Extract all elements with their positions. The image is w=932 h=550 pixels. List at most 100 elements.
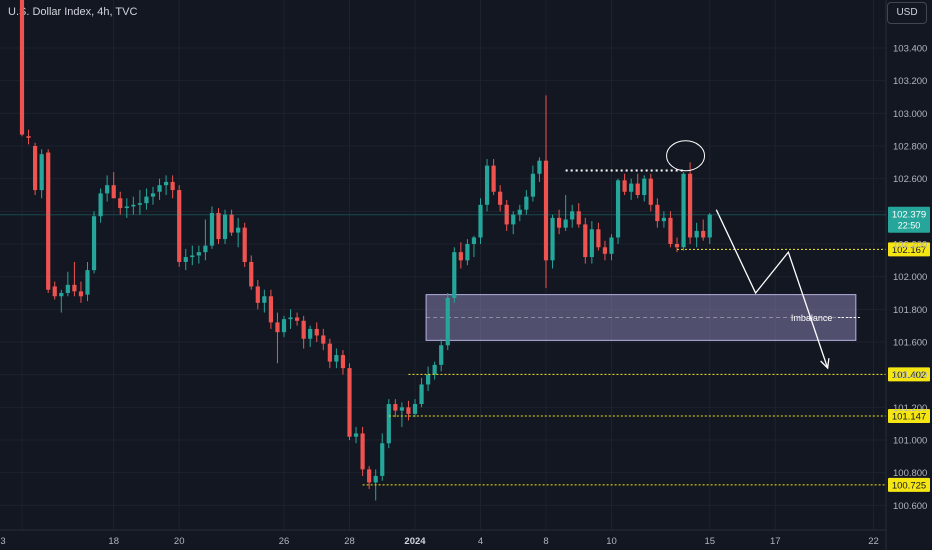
candle-body <box>465 243 470 261</box>
y-tick-label: 102.000 <box>893 272 927 283</box>
candle-body <box>629 183 634 192</box>
candle-body <box>105 185 110 194</box>
level-price-label: 102.167 <box>892 245 926 256</box>
x-tick-label: 10 <box>606 536 617 547</box>
candle-body <box>622 180 627 192</box>
candle-body <box>674 243 680 248</box>
x-tick-label: 17 <box>770 536 781 547</box>
candle-series <box>19 0 712 501</box>
x-tick-label: 20 <box>174 536 185 547</box>
candle-body <box>491 165 496 192</box>
projection-path <box>715 209 829 369</box>
candle-body <box>347 368 352 437</box>
candle-body <box>615 180 621 238</box>
level-price-tag <box>888 477 930 492</box>
candle-body <box>609 237 614 254</box>
candle-body <box>236 227 241 233</box>
candle-body <box>150 193 156 197</box>
candle-body <box>452 252 457 298</box>
candle-body <box>242 227 247 262</box>
candle-body <box>196 252 201 256</box>
candle-body <box>380 443 385 476</box>
candle-body <box>688 173 693 238</box>
candle-body <box>59 292 64 297</box>
candle-body <box>557 217 562 228</box>
y-tick-label: 103.000 <box>893 109 927 120</box>
y-tick-label: 101.400 <box>893 370 927 381</box>
candle-body <box>78 291 84 297</box>
candle-body <box>301 320 306 339</box>
candle-body <box>406 407 411 414</box>
x-tick-label: 28 <box>344 536 355 547</box>
candle-body <box>426 374 431 385</box>
y-tick-label: 103.200 <box>893 76 927 87</box>
candle-body <box>157 185 162 192</box>
candle-body <box>596 229 601 248</box>
level-price-label: 101.402 <box>892 370 926 381</box>
imbalance-zone: Imbalance <box>425 294 862 341</box>
candle-body <box>275 322 280 333</box>
candle-body <box>537 160 542 174</box>
y-tick-label: 102.200 <box>893 239 927 250</box>
y-tick-label: 102.600 <box>893 174 927 185</box>
candle-body <box>46 152 51 290</box>
level-price-label: 100.725 <box>892 480 926 491</box>
y-tick-label: 101.200 <box>893 403 927 414</box>
price-levels: 102.167 101.402 101.147 100.725 <box>362 169 930 492</box>
candle-body <box>255 286 260 303</box>
candle-body <box>635 183 640 195</box>
candle-body <box>694 230 699 238</box>
candle-body <box>137 203 142 205</box>
x-tick-label: 15 <box>704 536 715 547</box>
x-tick-label: 8 <box>543 536 548 547</box>
candle-body <box>439 345 444 365</box>
candle-body <box>268 296 273 323</box>
candle-body <box>85 270 90 295</box>
currency-selector[interactable]: USD <box>887 2 927 24</box>
candle-body <box>91 216 97 271</box>
candle-body <box>340 355 346 369</box>
candle-body <box>222 214 228 240</box>
candle-body <box>19 0 25 135</box>
candle-body <box>412 404 418 414</box>
x-tick-label: 22 <box>868 536 879 547</box>
y-tick-label: 101.600 <box>893 337 927 348</box>
candle-body <box>583 224 588 258</box>
candle-body <box>661 217 666 222</box>
candle-body <box>327 343 332 362</box>
candle-body <box>209 212 215 246</box>
candle-body <box>458 252 463 261</box>
candle-body <box>432 364 437 375</box>
imbalance-box <box>425 294 857 341</box>
candle-body <box>72 284 77 292</box>
candle-body <box>589 229 594 258</box>
candle-body <box>543 160 549 261</box>
candle-body <box>203 245 208 253</box>
candle-body <box>419 384 424 405</box>
level-price-tag <box>888 408 930 423</box>
candle-body <box>393 404 398 411</box>
candle-body <box>183 257 188 262</box>
chart-title: U.S. Dollar Index, 4h, TVC <box>8 6 138 18</box>
candle-body <box>524 196 529 210</box>
candle-body <box>295 317 300 321</box>
candle-body <box>124 206 129 209</box>
candle-body <box>262 296 267 303</box>
candle-body <box>164 181 169 186</box>
y-tick-label: 100.800 <box>893 468 927 479</box>
x-tick-label: 18 <box>108 536 119 547</box>
candle-body <box>707 214 712 238</box>
y-tick-label: 101.000 <box>893 435 927 446</box>
annotations <box>666 140 830 370</box>
x-tick-label: 3 <box>0 536 5 547</box>
candle-body <box>517 209 522 215</box>
y-tick-label: 101.800 <box>893 305 927 316</box>
candle-body <box>65 284 70 293</box>
grid-layer <box>0 0 886 530</box>
candle-body <box>530 173 535 197</box>
candle-body <box>511 214 516 225</box>
candle-body <box>701 230 706 238</box>
candle-body <box>570 211 575 220</box>
